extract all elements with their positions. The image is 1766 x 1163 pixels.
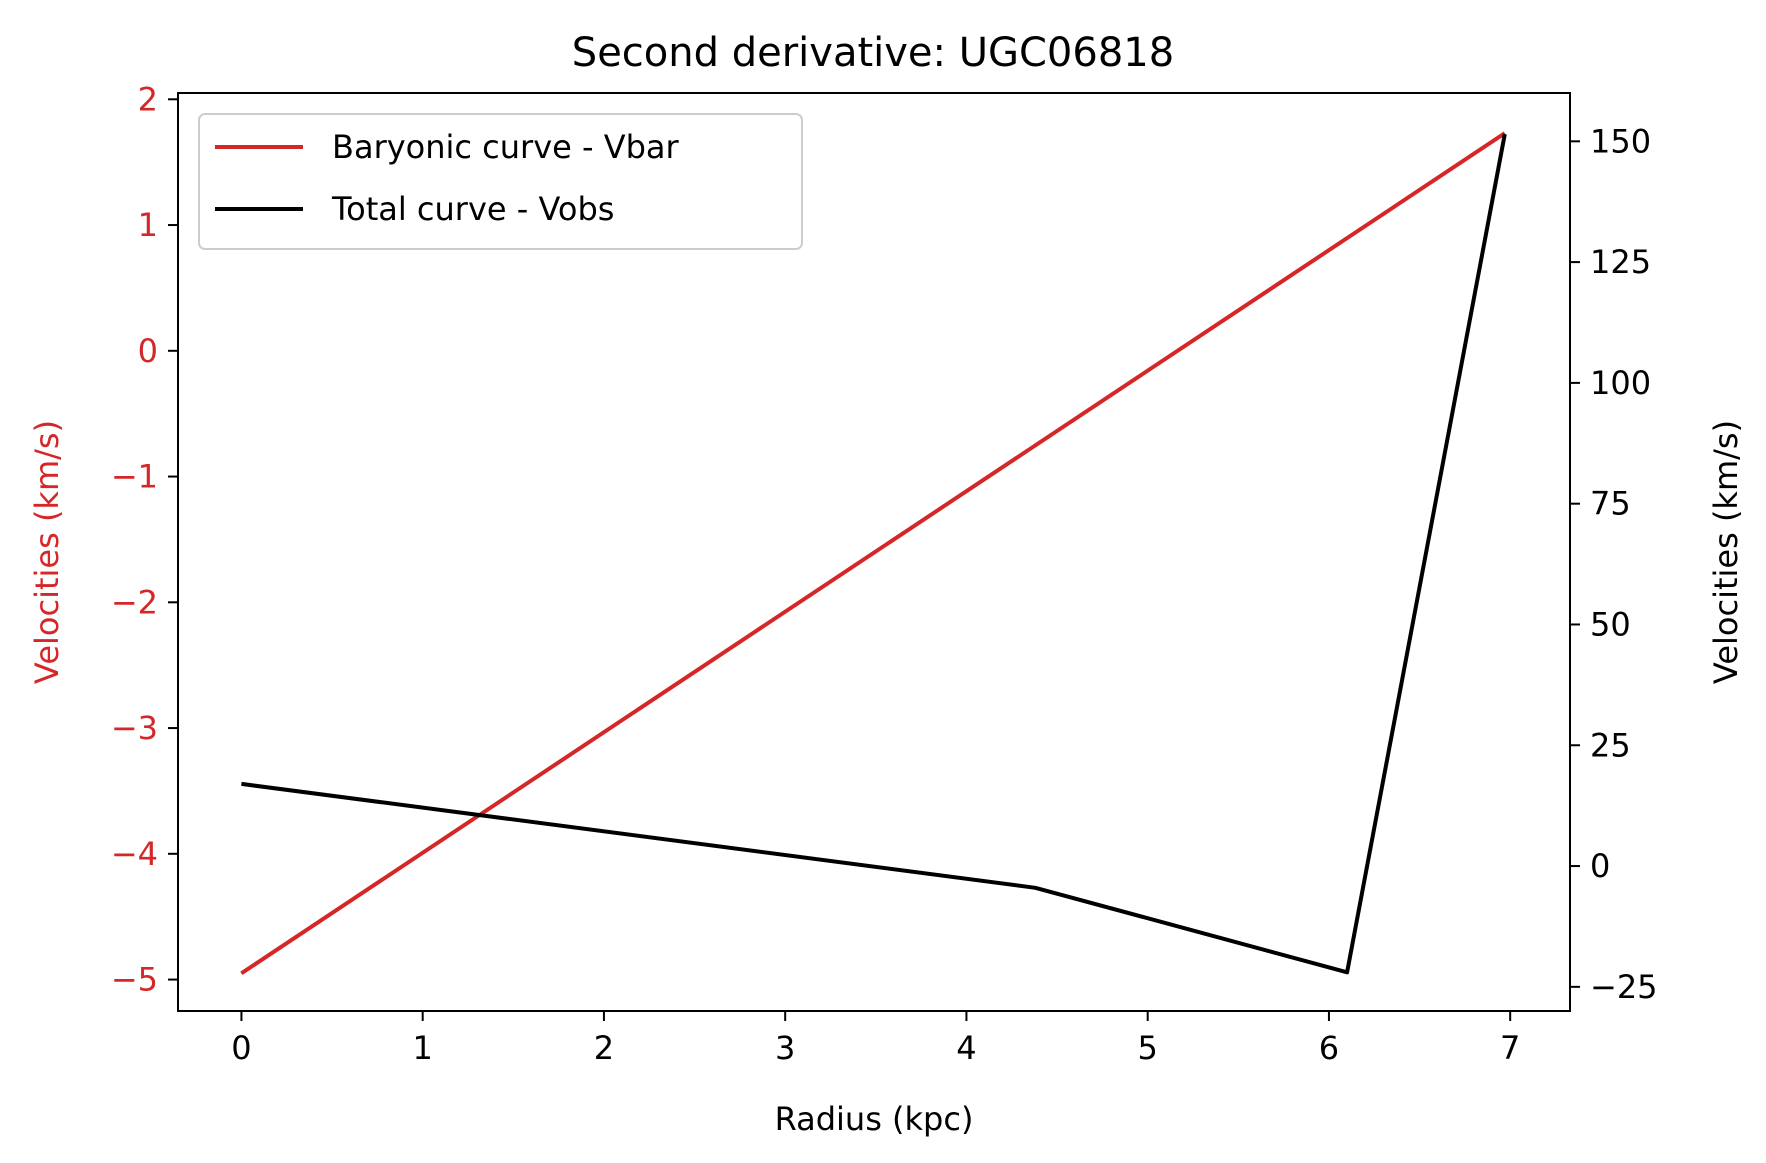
left-y-tick-label: 2 <box>138 80 158 118</box>
left-y-tick-label: −1 <box>111 458 158 496</box>
right-y-axis-label: Velocities (km/s) <box>1707 420 1745 684</box>
x-tick-label: 3 <box>775 1029 795 1067</box>
left-y-axis: −5 −4 −3 −2 −1 0 1 2 <box>111 80 178 999</box>
series-line-total <box>241 133 1507 975</box>
left-y-tick-label: −2 <box>111 583 158 621</box>
legend: Baryonic curve - Vbar Total curve - Vobs <box>198 113 803 250</box>
x-tick-label: 4 <box>956 1029 976 1067</box>
left-y-tick-label: −4 <box>111 835 158 873</box>
right-y-tick-label: 150 <box>1590 122 1651 160</box>
left-y-tick-label: 1 <box>138 206 158 244</box>
right-y-axis: −25 0 25 50 75 100 125 150 <box>1570 122 1658 1006</box>
series-line-baryonic <box>240 131 1506 975</box>
right-y-tick-label: 0 <box>1590 847 1610 885</box>
left-y-tick-label: 0 <box>138 332 158 370</box>
x-tick-label: 2 <box>594 1029 614 1067</box>
left-y-tick-label: −3 <box>111 709 158 747</box>
x-tick-label: 0 <box>231 1029 251 1067</box>
right-y-tick-label: 25 <box>1590 726 1631 764</box>
x-tick-label: 5 <box>1138 1029 1158 1067</box>
left-y-axis-label: Velocities (km/s) <box>28 420 66 684</box>
right-y-tick-label: 100 <box>1590 364 1651 402</box>
x-axis: 0 1 2 3 4 5 6 7 <box>231 1011 1520 1067</box>
legend-label-total: Total curve - Vobs <box>331 190 614 228</box>
chart-title: Second derivative: UGC06818 <box>572 30 1174 76</box>
right-y-tick-label: 50 <box>1590 605 1631 643</box>
right-y-tick-label: 125 <box>1590 243 1651 281</box>
x-axis-label: Radius (kpc) <box>775 1100 974 1138</box>
x-tick-label: 1 <box>413 1029 433 1067</box>
legend-box <box>198 113 803 250</box>
x-tick-label: 7 <box>1500 1029 1520 1067</box>
x-tick-label: 6 <box>1319 1029 1339 1067</box>
right-y-tick-label: −25 <box>1590 968 1658 1006</box>
legend-label-baryonic: Baryonic curve - Vbar <box>332 128 680 166</box>
right-y-tick-label: 75 <box>1590 485 1631 523</box>
left-y-tick-label: −5 <box>111 961 158 999</box>
series-layer <box>240 131 1507 975</box>
plot-frame <box>177 92 1571 1012</box>
